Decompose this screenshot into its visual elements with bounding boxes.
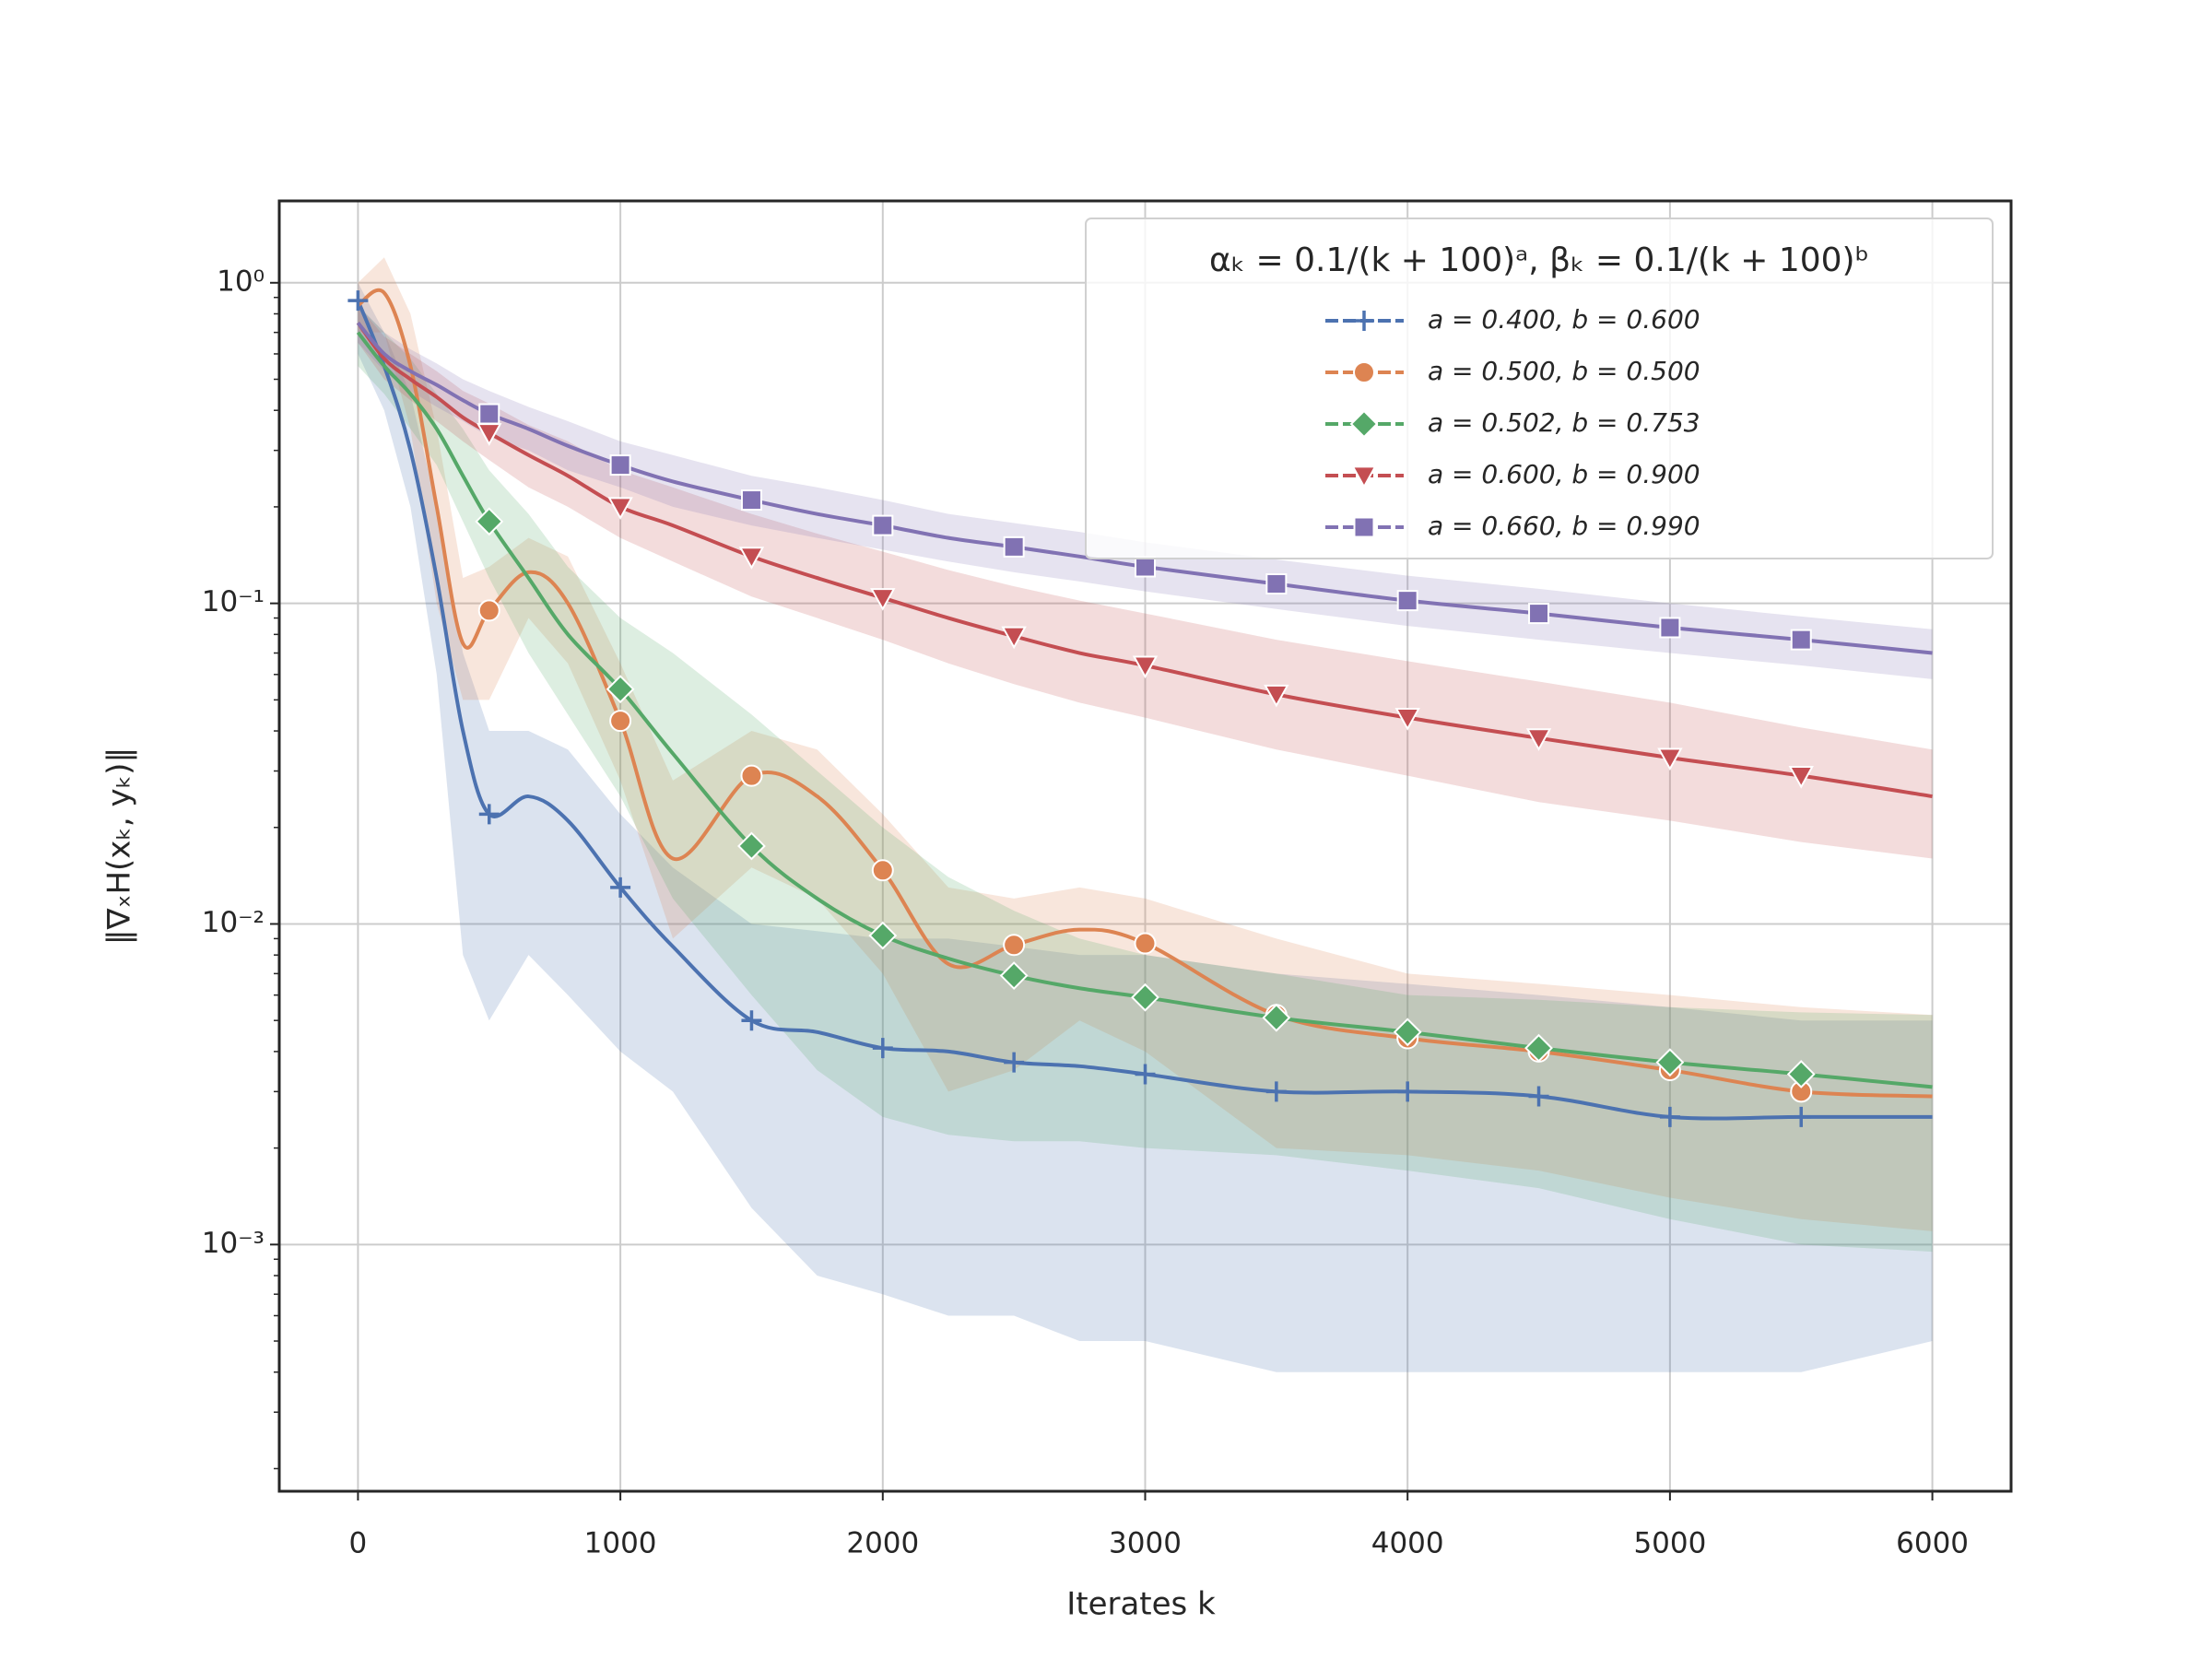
- data-line: [356, 300, 1933, 1121]
- marker: [1790, 629, 1812, 651]
- legend-marker: [1349, 409, 1379, 439]
- legend-marker: [1354, 311, 1374, 331]
- marker: [607, 497, 633, 520]
- marker: [1525, 728, 1552, 751]
- marker: [478, 804, 500, 825]
- x-tick-label: 4000: [1371, 1527, 1444, 1560]
- marker: [1394, 708, 1420, 731]
- confidence-band: [358, 305, 1933, 679]
- marker: [871, 859, 894, 882]
- marker: [872, 514, 894, 536]
- x-axis-label: Iterates k: [1066, 1586, 1216, 1623]
- confidence-band: [358, 257, 1933, 1231]
- confidence-band: [358, 305, 1933, 859]
- confidence-band: [358, 305, 1933, 1253]
- x-tick-label: 3000: [1109, 1527, 1182, 1560]
- data-line: [357, 288, 1933, 1099]
- marker: [1003, 535, 1025, 558]
- y-tick-label: 10⁻¹: [202, 585, 265, 618]
- legend-box: [1085, 218, 1994, 559]
- marker: [610, 877, 631, 898]
- marker: [1786, 1060, 1816, 1088]
- marker: [999, 961, 1029, 990]
- marker: [1791, 1106, 1812, 1127]
- x-tick-label: 0: [349, 1527, 368, 1560]
- x-tick-label: 5000: [1633, 1527, 1706, 1560]
- legend: αₖ = 0.1/(k + 100)ᵃ, βₖ = 0.1/(k + 100)ᵇ…: [1085, 218, 1994, 559]
- marker: [1262, 1003, 1291, 1032]
- plot-frame: [277, 199, 2013, 1493]
- x-tick-label: 6000: [1896, 1527, 1969, 1560]
- marker: [1659, 617, 1681, 639]
- marker: [1659, 1106, 1680, 1127]
- x-tick-label: 2000: [846, 1527, 919, 1560]
- marker: [475, 507, 504, 536]
- marker: [740, 489, 762, 512]
- marker: [868, 921, 898, 950]
- marker: [1132, 655, 1159, 679]
- marker: [1135, 556, 1156, 578]
- marker: [609, 454, 631, 477]
- marker: [1135, 1064, 1156, 1085]
- y-tick-label: 10⁻³: [202, 1227, 265, 1260]
- marker: [1131, 982, 1159, 1012]
- marker: [609, 710, 632, 733]
- marker: [1004, 1052, 1025, 1073]
- marker: [1393, 1018, 1422, 1047]
- marker: [870, 588, 896, 611]
- legend-label: a = 0.600, b = 0.900: [1428, 459, 1700, 489]
- y-axis-label: ‖∇ₓH(xₖ, yₖ)‖: [101, 747, 138, 946]
- marker: [1134, 932, 1157, 955]
- marker: [1396, 590, 1418, 612]
- marker: [1528, 1086, 1549, 1107]
- marker: [1264, 684, 1289, 708]
- marker: [872, 1038, 893, 1059]
- marker: [606, 675, 635, 704]
- marker: [1265, 573, 1288, 595]
- marker: [740, 764, 763, 787]
- legend-marker: [1353, 361, 1375, 383]
- marker: [477, 599, 500, 622]
- marker: [1397, 1081, 1418, 1102]
- y-tick-label: 10⁻²: [202, 906, 265, 939]
- marker: [1657, 747, 1683, 771]
- marker: [1655, 1048, 1685, 1077]
- marker: [1265, 1081, 1287, 1102]
- marker: [1001, 626, 1027, 650]
- legend-label: a = 0.500, b = 0.500: [1428, 356, 1700, 386]
- x-tick-label: 1000: [584, 1527, 657, 1560]
- legend-marker: [1351, 465, 1377, 489]
- marker: [478, 403, 500, 425]
- marker: [1788, 766, 1814, 789]
- legend-label: a = 0.660, b = 0.990: [1428, 511, 1700, 541]
- marker: [741, 1010, 762, 1031]
- y-tick-label: 10⁰: [217, 265, 265, 298]
- marker: [347, 290, 369, 312]
- marker: [1003, 934, 1026, 957]
- marker: [738, 547, 765, 570]
- marker: [1528, 603, 1550, 625]
- marker: [1524, 1033, 1553, 1063]
- plot-area: [347, 257, 1933, 1372]
- legend-title: αₖ = 0.1/(k + 100)ᵃ, βₖ = 0.1/(k + 100)ᵇ: [1209, 241, 1869, 279]
- marker: [737, 831, 766, 861]
- legend-label: a = 0.400, b = 0.600: [1428, 304, 1700, 335]
- legend-marker: [1353, 516, 1375, 538]
- legend-label: a = 0.502, b = 0.753: [1428, 407, 1700, 438]
